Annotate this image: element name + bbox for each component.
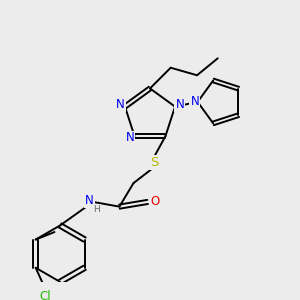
Text: N: N <box>85 194 94 208</box>
Text: N: N <box>176 98 184 111</box>
Text: H: H <box>93 205 100 214</box>
Text: N: N <box>125 131 134 145</box>
Text: O: O <box>151 195 160 208</box>
Text: S: S <box>150 156 158 169</box>
Text: Cl: Cl <box>39 290 51 300</box>
Text: N: N <box>116 98 124 111</box>
Text: N: N <box>190 95 199 108</box>
